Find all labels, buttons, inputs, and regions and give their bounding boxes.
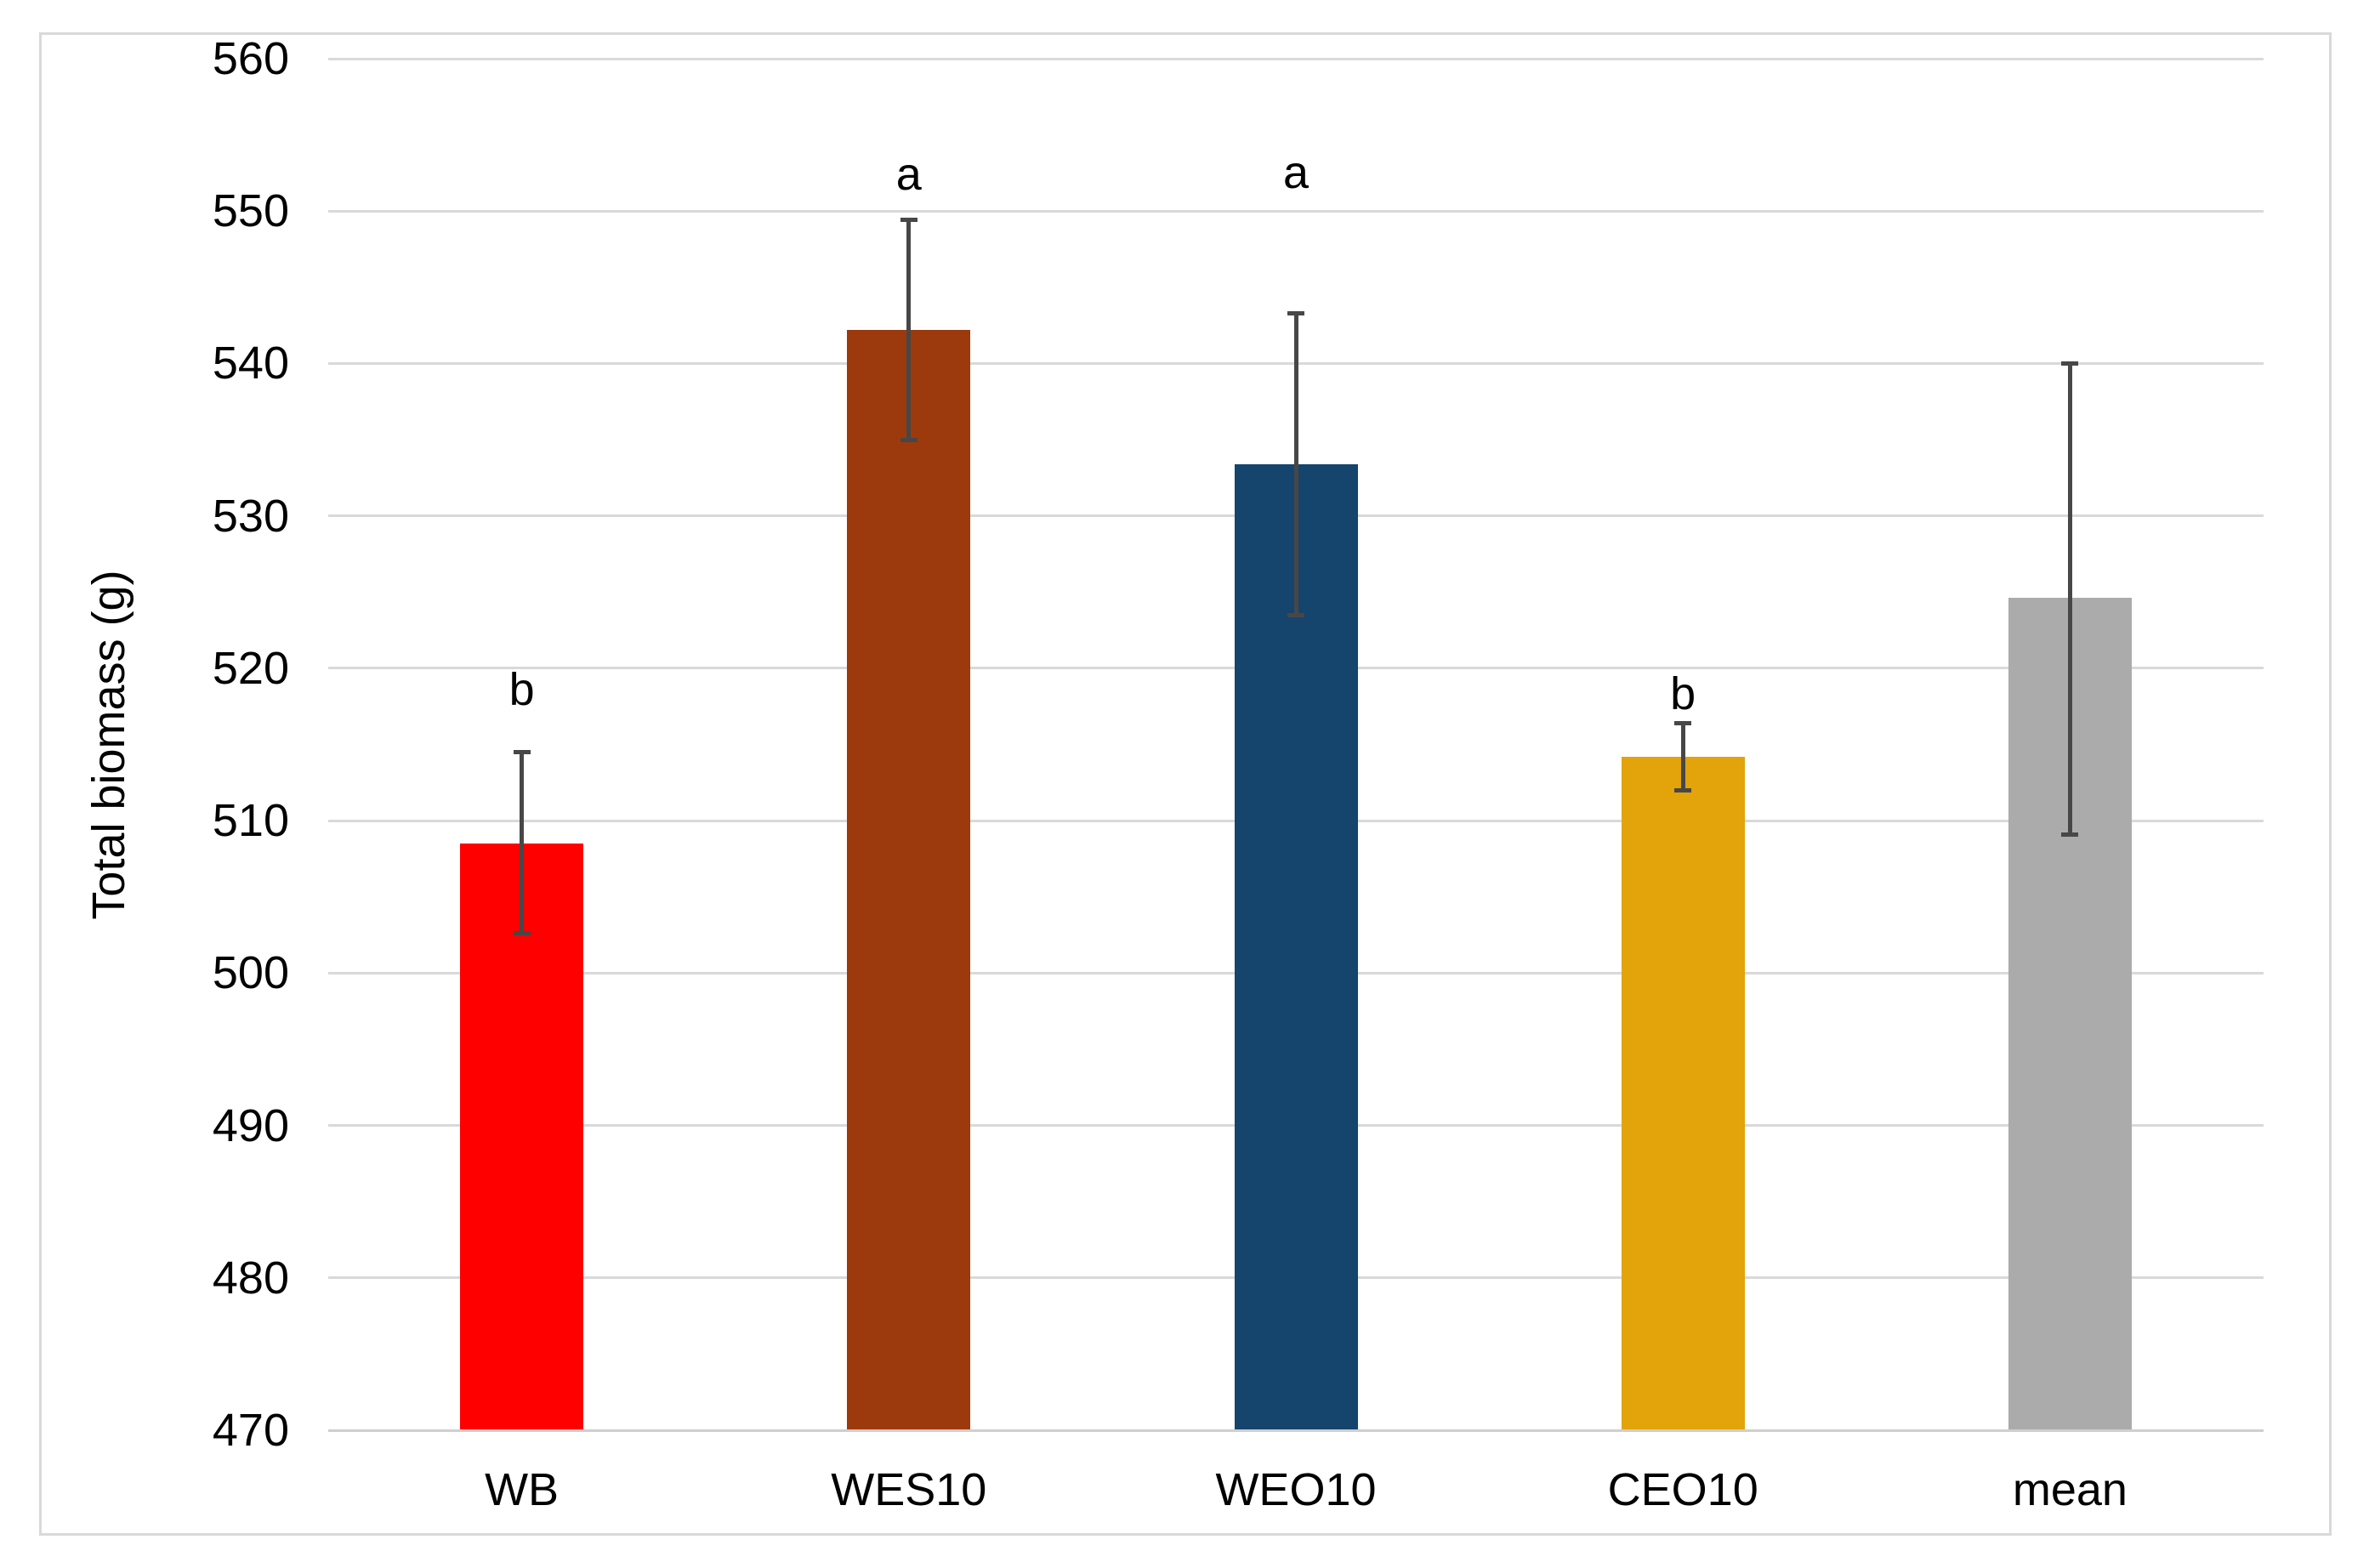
error-cap-bottom-ceo10 [1674, 787, 1692, 793]
sig-letter-weo10: a [1282, 147, 1309, 199]
bar-wes10 [847, 330, 971, 1430]
bar-wb [460, 843, 584, 1430]
error-cap-bottom-wes10 [900, 437, 917, 442]
error-bar-weo10 [1293, 313, 1298, 616]
x-label-wes10: WES10 [831, 1464, 987, 1515]
gridline-560 [328, 57, 2264, 60]
y-tick-500: 500 [212, 947, 289, 999]
y-tick-550: 550 [212, 185, 289, 237]
chart-area-border [39, 32, 2332, 1536]
y-tick-520: 520 [212, 642, 289, 694]
y-tick-560: 560 [212, 33, 289, 84]
y-tick-470: 470 [212, 1405, 289, 1456]
error-bar-ceo10 [1680, 723, 1685, 791]
x-label-ceo10: CEO10 [1607, 1464, 1758, 1515]
error-cap-bottom-wb [513, 931, 531, 936]
y-tick-510: 510 [212, 795, 289, 847]
y-tick-540: 540 [212, 338, 289, 389]
error-cap-top-weo10 [1287, 310, 1304, 315]
error-bar-mean [2067, 363, 2072, 835]
x-label-mean: mean [2012, 1464, 2128, 1515]
x-label-wb: WB [485, 1464, 560, 1515]
error-cap-top-ceo10 [1674, 720, 1692, 725]
bar-ceo10 [1621, 756, 1745, 1430]
sig-letter-ceo10: b [1670, 668, 1696, 720]
y-axis-title: Total biomass (g) [83, 569, 134, 920]
sig-letter-wb: b [508, 663, 535, 715]
y-tick-490: 490 [212, 1099, 289, 1151]
error-bar-wb [520, 752, 525, 934]
bar-weo10 [1234, 463, 1358, 1430]
y-tick-480: 480 [212, 1252, 289, 1304]
error-cap-top-mean [2061, 361, 2079, 366]
error-cap-bottom-weo10 [1287, 612, 1304, 617]
error-bar-wes10 [906, 219, 912, 440]
error-cap-top-wb [513, 749, 531, 754]
gridline-550 [328, 209, 2264, 213]
x-axis-line [328, 1429, 2264, 1432]
x-label-weo10: WEO10 [1215, 1464, 1377, 1515]
y-tick-530: 530 [212, 490, 289, 542]
sig-letter-wes10: a [895, 149, 922, 201]
error-cap-bottom-mean [2061, 832, 2079, 837]
error-cap-top-wes10 [900, 218, 917, 223]
